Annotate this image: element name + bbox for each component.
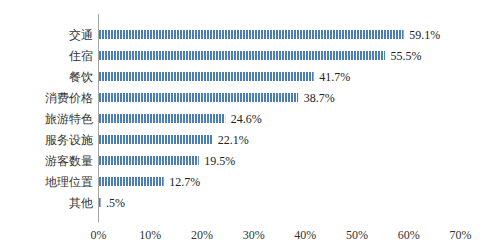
svg-text:20%: 20% (191, 228, 213, 242)
svg-text:59.1%: 59.1% (409, 28, 440, 42)
svg-text:30%: 30% (243, 228, 265, 242)
svg-text:22.1%: 22.1% (218, 133, 249, 147)
svg-text:55.5%: 55.5% (391, 49, 422, 63)
svg-text:70%: 70% (450, 228, 472, 242)
svg-text:40%: 40% (294, 228, 316, 242)
svg-text:12.7%: 12.7% (169, 175, 200, 189)
svg-text:餐饮: 餐饮 (69, 70, 93, 84)
svg-text:其他: 其他 (69, 196, 93, 210)
svg-text:.5%: .5% (106, 196, 125, 210)
svg-text:24.6%: 24.6% (231, 112, 262, 126)
svg-text:交通: 交通 (69, 28, 93, 42)
svg-text:消费价格: 消费价格 (45, 91, 93, 105)
svg-text:服务设施: 服务设施 (45, 133, 93, 147)
svg-text:游客数量: 游客数量 (45, 154, 93, 168)
svg-text:旅游特色: 旅游特色 (45, 112, 93, 126)
svg-text:19.5%: 19.5% (204, 154, 235, 168)
svg-text:38.7%: 38.7% (304, 91, 335, 105)
svg-text:50%: 50% (346, 228, 368, 242)
svg-text:住宿: 住宿 (68, 49, 93, 63)
svg-text:地理位置: 地理位置 (44, 175, 93, 189)
svg-text:0%: 0% (91, 228, 107, 242)
svg-text:10%: 10% (139, 228, 161, 242)
svg-text:41.7%: 41.7% (319, 70, 350, 84)
svg-text:60%: 60% (398, 228, 420, 242)
